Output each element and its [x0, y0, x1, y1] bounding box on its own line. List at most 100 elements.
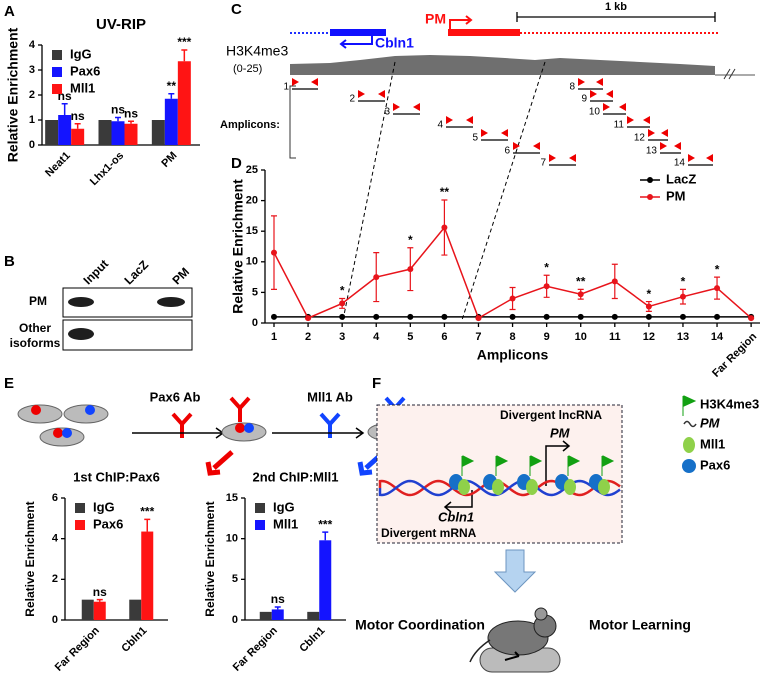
legend-marker — [647, 177, 653, 183]
y-tick-label: 5 — [232, 573, 238, 585]
significance: * — [340, 284, 345, 298]
path-shape — [504, 651, 520, 661]
error-bar — [144, 518, 151, 532]
primer — [513, 142, 540, 150]
x-tick-label: 5 — [407, 331, 413, 343]
y-tick-label: 0 — [52, 614, 58, 626]
error-bar — [322, 531, 329, 541]
amplicon-number: 10 — [589, 107, 601, 118]
y-tick-label: 25 — [246, 164, 258, 176]
point — [441, 224, 448, 231]
legend-text: PM — [666, 188, 686, 203]
amplicon-number: 7 — [540, 158, 546, 169]
significance: *** — [318, 517, 332, 531]
legend-swatch — [52, 50, 62, 60]
y-tick-label: 3 — [29, 64, 35, 76]
point — [271, 249, 277, 256]
error-bar — [61, 103, 68, 115]
y-tick-label: 2 — [52, 573, 58, 585]
axis-break — [723, 68, 736, 80]
antibody — [229, 396, 251, 422]
panel-label: E — [4, 375, 14, 392]
gel-column: PM — [169, 265, 192, 288]
point — [373, 313, 380, 320]
arrow — [272, 427, 365, 439]
outcome: Motor Coordination — [355, 617, 485, 633]
path-shape — [469, 639, 491, 663]
ellipse-shape — [17, 404, 63, 424]
legend-pax6 — [682, 459, 696, 473]
legend-swatch — [52, 84, 62, 94]
bar — [71, 128, 85, 145]
x-tick-label: PM — [159, 150, 179, 170]
y-tick-label: 6 — [52, 492, 58, 504]
legend-marker — [647, 194, 653, 200]
bar — [319, 540, 332, 620]
h3k4me3 — [567, 455, 581, 476]
gene-label: PM — [425, 11, 446, 27]
chart-title: 2nd ChIP:Mll1 — [253, 469, 339, 484]
panel-label: A — [4, 3, 15, 20]
gel-column: LacZ — [121, 258, 151, 288]
panel-label: C — [231, 1, 242, 18]
x-tick-label: Cbln1 — [119, 625, 149, 655]
primer — [603, 103, 626, 111]
amplicon-number: 14 — [674, 158, 686, 169]
primer — [292, 78, 318, 86]
gel-row: isoforms — [10, 336, 61, 350]
circle-shape — [534, 607, 548, 621]
zoom-line — [461, 61, 546, 321]
legend-swatch — [52, 67, 62, 77]
bar — [58, 115, 72, 145]
primer — [446, 116, 473, 124]
bar — [111, 121, 125, 145]
gene-label: Cbln1 — [438, 509, 474, 524]
outcome: Motor Learning — [589, 617, 691, 633]
gel-band — [68, 328, 94, 340]
primer — [688, 154, 713, 162]
y-axis-label: Relative Enrichment — [203, 501, 217, 616]
legend-mll1 — [683, 437, 695, 453]
legend-flag — [682, 395, 697, 416]
gene-label: Cbln1 — [375, 35, 414, 51]
bar — [141, 531, 154, 620]
x-tick-label: Far Region — [231, 624, 280, 673]
point — [611, 278, 618, 285]
circle-shape — [85, 405, 95, 415]
mll1 — [598, 479, 610, 495]
amplicon-number: 11 — [614, 120, 625, 131]
bar — [164, 98, 178, 145]
y-tick-label: 10 — [246, 256, 258, 268]
amplicon-number: 6 — [504, 146, 510, 157]
x-tick-label: Cbln1 — [297, 625, 327, 655]
x-tick-label: Neat1 — [43, 150, 73, 180]
x-tick-label: Far Region — [53, 624, 102, 673]
x-tick-label: 9 — [544, 331, 550, 343]
x-tick-label: 14 — [711, 331, 724, 343]
error-bar — [128, 120, 134, 124]
mll1 — [564, 479, 576, 495]
y-tick-label: 0 — [29, 139, 35, 151]
bar — [81, 599, 94, 620]
h3k4me3 — [495, 455, 509, 476]
x-axis-label: Amplicons — [477, 347, 549, 363]
mll1 — [492, 479, 504, 495]
legend-text: LacZ — [666, 171, 696, 186]
bar — [307, 611, 320, 620]
amplicons-label: Amplicons: — [220, 119, 280, 131]
significance: ** — [167, 79, 177, 93]
tss-arrow — [443, 490, 473, 513]
significance: *** — [140, 505, 154, 519]
model-box — [376, 404, 623, 544]
circle-shape — [31, 405, 41, 415]
point — [543, 313, 550, 320]
point — [305, 315, 312, 322]
chart-title: 1st ChIP:Pax6 — [73, 469, 160, 484]
legend-text: IgG — [70, 46, 92, 61]
arrow — [205, 450, 234, 476]
x-tick-label: 10 — [575, 331, 587, 343]
primer — [358, 90, 385, 98]
amplicon-number: 1 — [283, 82, 289, 93]
point — [679, 293, 686, 300]
panel-label: B — [4, 253, 15, 270]
